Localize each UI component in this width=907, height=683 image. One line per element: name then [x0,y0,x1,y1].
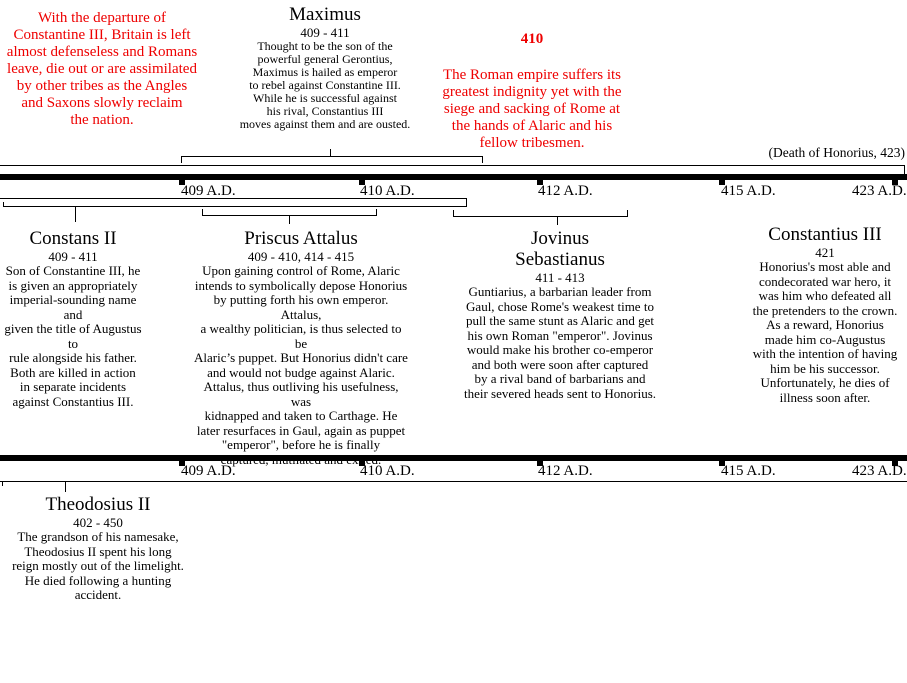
maximus-span-bracket [181,156,483,157]
theodosius-ii-span-line [0,481,907,482]
maximus-block: Maximus 409 - 411 Thought to be the son … [230,4,420,131]
constantius-iii-block: Constantius III 421 Honorius's most able… [740,224,907,405]
year-label-410-upper: 410 A.D. [360,183,415,199]
jovinus-sebastianus-block: Jovinus Sebastianus 411 - 413 Guntiarius… [455,228,665,401]
tick-415-upper [719,180,725,185]
year-label-412-upper: 412 A.D. [538,183,593,199]
tick-423-upper [892,180,898,185]
tick-412-lower [537,461,543,466]
sack-of-rome-body: The Roman empire suffers its greatest in… [442,67,622,151]
timeline-bar-lower [0,455,907,461]
britain-note: With the departure of Constantine III, B… [6,10,198,128]
theodosius-ii-body: The grandson of his namesake, Theodosius… [12,529,184,602]
constantius-iii-dates: 421 [815,245,835,260]
tick-410-lower [359,461,365,466]
priscus-attalus-bracket-tick [289,215,290,224]
tick-409-lower [179,461,185,466]
year-label-415-lower: 415 A.D. [721,463,776,479]
maximus-body: Thought to be the son of the powerful ge… [239,39,411,131]
priscus-attalus-dates: 409 - 410, 414 - 415 [247,249,355,264]
theodosius-ii-dates: 402 - 450 [73,515,123,530]
constans-ii-dates: 409 - 411 [48,249,98,264]
honorius-death-label: (Death of Honorius, 423) [768,145,905,160]
jovinus-sebastianus-dates: 411 - 413 [535,270,585,285]
maximus-span-bracket-right-corner [482,156,483,163]
jovinus-sebastianus-title: Jovinus Sebastianus [515,228,605,270]
theodosius-ii-span-left-corner [2,481,3,486]
maximus-dates: 409 - 411 [300,25,350,40]
constans-ii-bracket-tick [75,206,76,222]
jovinus-span-bracket [453,216,628,217]
jovinus-bracket-left-corner [453,210,454,216]
constantius-iii-body: Honorius's most able and condecorated wa… [752,259,898,405]
constans-ii-block: Constans II 409 - 411 Son of Constantine… [0,228,146,409]
honorius-reign-line-end-corner [904,165,905,174]
priscus-attalus-bracket-left-corner [202,209,203,215]
year-label-423-lower: 423 A.D. [852,463,907,479]
jovinus-sebastianus-body: Guntiarius, a barbarian leader from Gaul… [463,284,657,401]
constans-ii-title: Constans II [29,228,117,249]
priscus-attalus-title: Priscus Attalus [244,228,358,249]
constans-ii-span-bracket [3,206,467,207]
sack-of-rome-note: 410 The Roman empire suffers its greates… [432,12,632,170]
timeline-bar-upper [0,174,907,180]
priscus-attalus-block: Priscus Attalus 409 - 410, 414 - 415 Upo… [194,228,408,467]
honorius-reign-line [0,165,905,166]
constans-ii-body: Son of Constantine III, he is given an a… [4,263,142,409]
theodosius-ii-span-tick [65,481,66,492]
year-label-409-lower: 409 A.D. [181,463,236,479]
sack-of-rome-year: 410 [520,31,544,47]
maximus-title: Maximus [289,4,361,25]
tick-412-upper [537,180,543,185]
maximus-span-bracket-left-corner [181,156,182,163]
tick-409-upper [179,180,185,185]
constantine-iii-span-line [0,198,467,199]
year-label-409-upper: 409 A.D. [181,183,236,199]
constantius-iii-title: Constantius III [768,224,882,245]
year-label-423-upper: 423 A.D. [852,183,907,199]
tick-415-lower [719,461,725,466]
priscus-attalus-bracket-right-corner [376,209,377,215]
maximus-span-bracket-tick [330,149,331,157]
tick-410-upper [359,180,365,185]
jovinus-bracket-tick [557,216,558,225]
priscus-attalus-body: Upon gaining control of Rome, Alaric int… [194,263,408,466]
constans-ii-bracket-left-corner [3,202,4,206]
tick-423-lower [892,461,898,466]
constantine-iii-span-end-corner [466,198,467,204]
theodosius-ii-block: Theodosius II 402 - 450 The grandson of … [0,494,196,603]
year-label-415-upper: 415 A.D. [721,183,776,199]
jovinus-bracket-right-corner [627,210,628,216]
year-label-410-lower: 410 A.D. [360,463,415,479]
theodosius-ii-title: Theodosius II [45,494,151,515]
year-label-412-lower: 412 A.D. [538,463,593,479]
constans-ii-bracket-right-corner [466,202,467,206]
